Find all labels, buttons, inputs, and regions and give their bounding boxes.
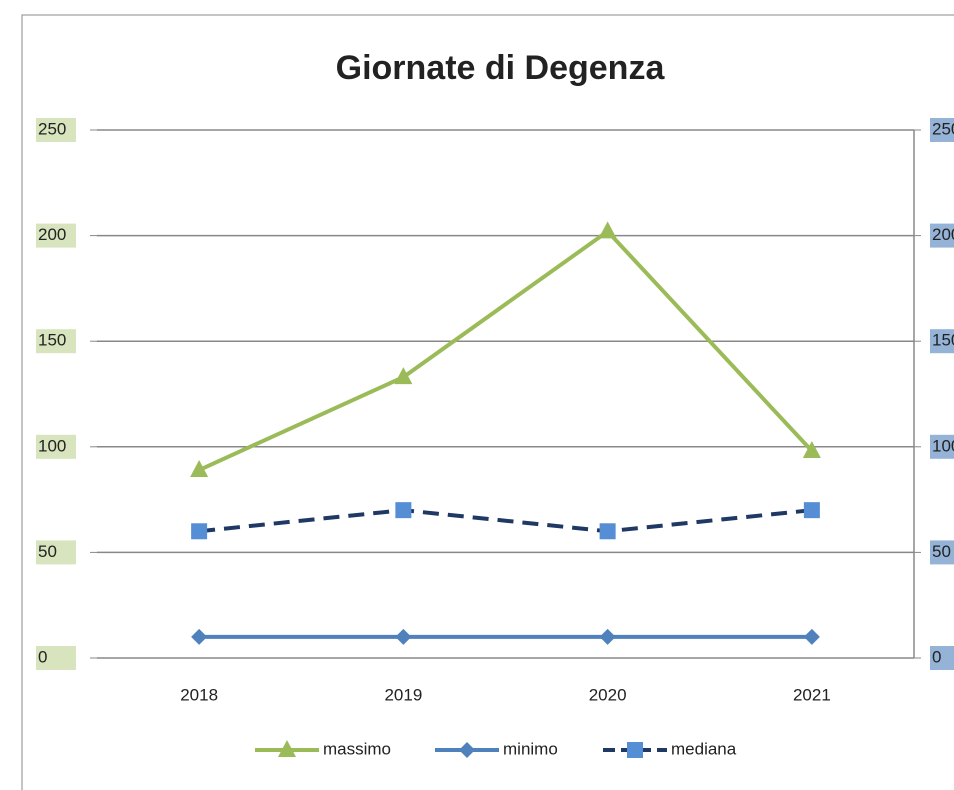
legend-label: mediana [671,739,737,758]
y-tick-label: 200 [38,225,66,244]
y-tick-label: 0 [38,647,47,666]
y2-tick-label-bg [930,223,954,248]
y2-tick-label-bg [930,646,954,670]
marker [191,523,208,540]
y-tick-label-bg [36,540,76,565]
y2-tick-label-bg [930,540,954,565]
y2-tick-label-bg [930,434,954,459]
y2-tick-label: 250 [932,119,954,138]
y-tick-label: 150 [38,331,66,350]
marker [627,742,643,758]
marker [190,460,209,478]
x-tick-label: 2019 [384,685,422,704]
y2-tick-label: 50 [932,542,951,561]
x-tick-label: 2018 [180,685,218,704]
y2-tick-label: 200 [932,225,954,244]
x-tick-label: 2021 [793,685,831,704]
marker [802,441,821,459]
y2-tick-label: 150 [932,331,954,350]
legend-label: massimo [323,739,391,758]
y-tick-label: 100 [38,436,66,455]
y2-tick-label: 100 [932,436,954,455]
marker [599,523,616,540]
y-tick-label: 50 [38,542,57,561]
marker [395,502,412,519]
marker [598,221,617,239]
marker [599,628,616,645]
y-tick-label-bg [36,223,76,248]
y-tick-label: 250 [38,119,66,138]
marker [394,367,413,385]
marker [395,628,412,645]
y2-tick-label-bg [930,118,954,142]
series-line [198,228,814,472]
y2-tick-label: 0 [932,647,941,666]
marker [278,740,296,757]
marker [459,742,475,758]
series-line [198,508,813,534]
chart-title: Giornate di Degenza [336,49,666,87]
legend-label: minimo [503,739,558,758]
y-tick-label-bg [36,646,76,670]
marker [803,628,820,645]
x-tick-label: 2020 [589,685,627,704]
marker [803,502,820,519]
y2-tick-label-bg [930,329,954,354]
y-tick-label-bg [36,118,76,142]
marker [191,628,208,645]
y-tick-label-bg [36,434,76,459]
chart-frame [21,14,954,790]
y-tick-label-bg [36,329,76,354]
